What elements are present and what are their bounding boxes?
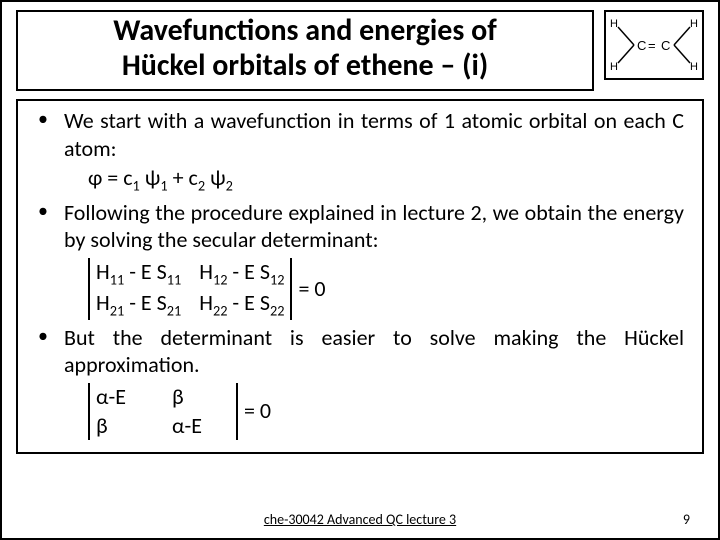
body-box: We start with a wavefunction in terms of…: [16, 99, 704, 454]
huckel-determinant: α-E β β α-E = 0: [36, 383, 684, 440]
title-line-2: Hückel orbitals of ethene – (i): [122, 47, 488, 84]
ethene-structure: C = C H H H H: [604, 10, 704, 80]
svg-text:C: C: [637, 38, 646, 53]
det2-r1c2: β: [172, 383, 230, 412]
bullet-list-3: But the determinant is easier to solve m…: [36, 324, 684, 379]
det2-r2c2: α-E: [172, 412, 230, 441]
det2-r1c1: α-E: [96, 383, 172, 412]
equation-1: φ = c1 ψ1 + c2 ψ2: [36, 164, 684, 195]
det2-r2c1: β: [96, 412, 172, 441]
bullet-3: But the determinant is easier to solve m…: [36, 324, 684, 379]
svg-text:H: H: [690, 61, 698, 73]
svg-text:C: C: [661, 38, 670, 53]
det1-r2c1: H21 - E S21: [96, 289, 199, 320]
ethene-icon: C = C H H H H: [606, 12, 702, 78]
determinant-1: H11 - E S11 H12 - E S12 H21 - E S21 H22 …: [88, 258, 292, 320]
det1-r2c2: H22 - E S22: [199, 289, 284, 320]
slide-container: Wavefunctions and energies of Hückel orb…: [0, 0, 720, 540]
header-row: Wavefunctions and energies of Hückel orb…: [16, 10, 704, 91]
secular-determinant: H11 - E S11 H12 - E S12 H21 - E S21 H22 …: [36, 258, 684, 320]
svg-text:H: H: [610, 61, 618, 73]
det2-equals: = 0: [244, 397, 271, 426]
page-number: 9: [683, 511, 690, 528]
bullet-1: We start with a wavefunction in terms of…: [36, 107, 684, 162]
svg-text:H: H: [690, 18, 698, 30]
title-line-1: Wavefunctions and energies of: [113, 12, 497, 49]
svg-text:H: H: [610, 18, 618, 30]
slide-title: Wavefunctions and energies of Hückel orb…: [32, 14, 578, 83]
determinant-2: α-E β β α-E: [88, 383, 238, 440]
footer-text: che-30042 Advanced QC lecture 3: [2, 511, 718, 528]
det1-r1c1: H11 - E S11: [96, 258, 199, 289]
title-box: Wavefunctions and energies of Hückel orb…: [16, 10, 594, 91]
bullet-2: Following the procedure explained in lec…: [36, 199, 684, 254]
bullet-list: We start with a wavefunction in terms of…: [36, 107, 684, 162]
bullet-list-2: Following the procedure explained in lec…: [36, 199, 684, 254]
det1-equals: = 0: [298, 275, 325, 304]
det1-r1c2: H12 - E S12: [199, 258, 284, 289]
svg-text:=: =: [648, 38, 656, 53]
